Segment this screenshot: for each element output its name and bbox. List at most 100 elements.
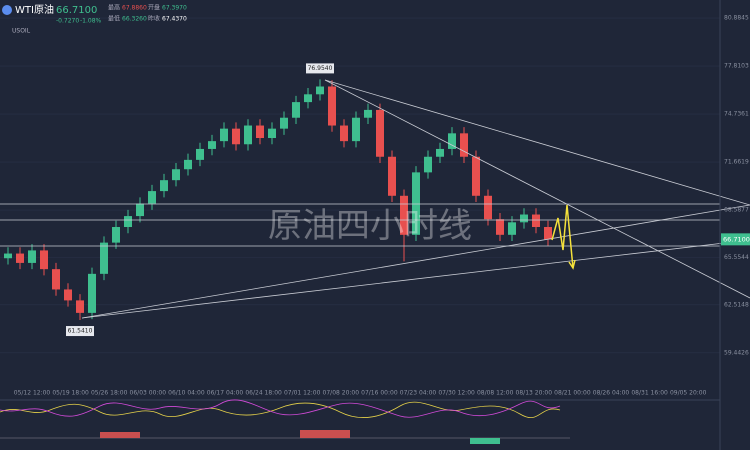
candle-body: [232, 128, 240, 145]
candle-body: [208, 141, 216, 149]
x-tick-label: 06/03 00:00: [130, 390, 167, 397]
macd-bar: [470, 438, 500, 444]
candle-body: [544, 227, 552, 240]
candle-body: [88, 273, 96, 313]
x-tick-label: 08/13 20:00: [516, 390, 553, 397]
candle-body: [496, 219, 504, 235]
stat-label: 最高: [108, 4, 120, 12]
candle-body: [424, 156, 432, 173]
trend-line: [81, 204, 750, 319]
candle-body: [268, 128, 276, 139]
y-tick-label: 65.5544: [724, 254, 749, 261]
stat-value: 66.3260: [122, 16, 147, 23]
candle-body: [28, 250, 36, 263]
x-tick-label: 07/01 12:00: [284, 390, 321, 397]
x-tick-label: 07/30 12:00: [438, 390, 475, 397]
watermark: 原油四小时线: [268, 206, 472, 246]
x-tick-label: 05/19 18:00: [52, 390, 89, 397]
candle-body: [52, 269, 60, 290]
annotation: 76.9540: [308, 65, 333, 72]
x-tick-label: 08/31 16:00: [631, 390, 668, 397]
x-tick-label: 07/16 00:00: [361, 390, 398, 397]
candle-body: [532, 214, 540, 228]
candle-body: [328, 86, 336, 126]
y-tick-label: 71.6619: [724, 159, 749, 166]
candle-body: [352, 117, 360, 142]
candle-body: [400, 195, 408, 235]
x-tick-label: 07/08 20:00: [323, 390, 360, 397]
candle-body: [244, 125, 252, 145]
price: 66.7100: [56, 5, 97, 16]
y-tick-label: 59.4426: [724, 349, 749, 356]
arrow-path: [551, 204, 574, 269]
arrow-head: [568, 259, 576, 270]
y-tick-label: 77.8103: [724, 63, 749, 70]
candle-body: [484, 195, 492, 220]
candle-body: [172, 169, 180, 181]
change: -0.7270: [56, 18, 79, 25]
annotation-box: [306, 63, 334, 74]
y-tick-label: 74.7361: [724, 111, 749, 118]
candle-body: [100, 242, 108, 274]
candle-body: [376, 109, 384, 157]
y-tick-label: 80.8845: [724, 15, 749, 22]
candle-body: [316, 86, 324, 95]
change-pct: -1.08%: [80, 18, 102, 25]
candle-body: [136, 203, 144, 217]
x-tick-label: 05/12 12:00: [14, 390, 51, 397]
candle-body: [184, 159, 192, 170]
candle-body: [64, 289, 72, 301]
code: USOIL: [12, 28, 31, 35]
kdj-line: [0, 399, 561, 418]
x-tick-label: 06/17 04:00: [207, 390, 244, 397]
trend-line: [81, 239, 750, 319]
stat-value: 67.8860: [122, 5, 147, 12]
last-price-tag: [721, 233, 750, 246]
x-tick-label: 06/24 18:00: [245, 390, 282, 397]
x-tick-label: 08/21 00:00: [554, 390, 591, 397]
candle-body: [280, 117, 288, 129]
stat-label: 开盘: [148, 4, 160, 12]
x-tick-label: 08/26 04:00: [593, 390, 630, 397]
candle-body: [520, 214, 528, 223]
stat-value: 67.3970: [162, 5, 187, 12]
annotation-box: [66, 326, 94, 337]
x-tick-label: 06/10 04:00: [168, 390, 205, 397]
kdj-line: [0, 401, 561, 419]
plot-area: [0, 17, 720, 354]
candle-body: [364, 109, 372, 118]
x-tick-label: 09/05 20:00: [670, 390, 707, 397]
stat-label: 最低: [108, 15, 120, 23]
candle-body: [112, 227, 120, 243]
candle-body: [76, 300, 84, 313]
candle-body: [148, 191, 156, 204]
x-tick-label: 08/08 12:00: [477, 390, 514, 397]
candle-body: [220, 128, 228, 142]
candle-body: [304, 94, 312, 103]
candle-body: [388, 156, 396, 196]
annotation: 61.5410: [68, 328, 93, 335]
candle-body: [124, 216, 132, 228]
macd-bars: [100, 430, 500, 444]
candle-body: [448, 133, 456, 149]
x-tick-label: 05/26 18:00: [91, 390, 128, 397]
candle-body: [16, 253, 24, 263]
y-tick-label: 68.5877: [724, 207, 749, 214]
yellow-arrows: [551, 204, 576, 270]
candle-body: [436, 148, 444, 157]
macd-bar: [300, 430, 350, 438]
trend-lines: [0, 79, 750, 319]
logo: [2, 5, 12, 15]
candle-body: [292, 102, 300, 118]
candle-body: [412, 172, 420, 235]
candle-body: [160, 180, 168, 192]
candle-body: [40, 250, 48, 270]
candle-body: [460, 133, 468, 157]
stat-value: 67.4370: [162, 16, 187, 23]
candle-body: [196, 148, 204, 160]
y-tick-label: 62.5148: [724, 301, 749, 308]
candle-body: [472, 156, 480, 196]
candle-body: [4, 253, 12, 259]
